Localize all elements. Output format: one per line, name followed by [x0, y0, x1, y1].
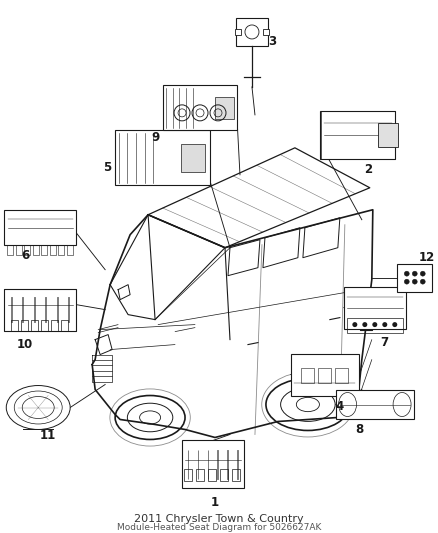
- Bar: [237, 450, 238, 479]
- Bar: [208, 470, 216, 481]
- Circle shape: [420, 279, 425, 284]
- Bar: [4, 289, 76, 330]
- Bar: [22, 297, 23, 322]
- Bar: [4, 289, 76, 330]
- Text: 11: 11: [40, 429, 57, 442]
- Bar: [320, 111, 395, 159]
- Bar: [7, 245, 13, 255]
- Bar: [162, 85, 237, 131]
- Bar: [181, 144, 205, 172]
- Bar: [232, 470, 240, 481]
- Bar: [220, 470, 228, 481]
- Bar: [34, 297, 35, 322]
- Bar: [58, 245, 64, 255]
- Bar: [318, 368, 332, 383]
- Bar: [115, 131, 209, 185]
- Bar: [49, 245, 56, 255]
- Bar: [347, 318, 403, 333]
- Bar: [31, 320, 38, 330]
- Bar: [184, 470, 192, 481]
- Bar: [21, 320, 28, 330]
- Circle shape: [372, 322, 377, 327]
- Text: 2: 2: [364, 163, 372, 176]
- Bar: [217, 450, 218, 479]
- Bar: [57, 297, 58, 322]
- Bar: [236, 18, 268, 46]
- Bar: [33, 245, 39, 255]
- Bar: [16, 245, 22, 255]
- Circle shape: [412, 271, 417, 276]
- Text: 5: 5: [103, 161, 111, 174]
- Bar: [215, 96, 234, 119]
- Bar: [227, 450, 228, 479]
- Text: 4: 4: [336, 400, 344, 413]
- Bar: [291, 353, 359, 395]
- Ellipse shape: [6, 385, 70, 430]
- Bar: [335, 368, 348, 383]
- Text: 8: 8: [356, 423, 364, 436]
- Bar: [344, 287, 406, 329]
- Bar: [68, 297, 69, 322]
- Circle shape: [412, 279, 417, 284]
- Bar: [61, 320, 68, 330]
- Bar: [301, 368, 314, 383]
- Text: 3: 3: [268, 36, 276, 49]
- Bar: [397, 264, 432, 292]
- Bar: [67, 245, 73, 255]
- Circle shape: [420, 271, 425, 276]
- Bar: [336, 390, 414, 419]
- Bar: [196, 470, 204, 481]
- Text: 10: 10: [17, 338, 33, 351]
- Circle shape: [362, 322, 367, 327]
- Bar: [378, 123, 398, 147]
- Text: 6: 6: [21, 249, 29, 262]
- Bar: [41, 245, 47, 255]
- Bar: [24, 245, 30, 255]
- Bar: [51, 320, 58, 330]
- Text: 12: 12: [419, 251, 435, 264]
- Circle shape: [352, 322, 357, 327]
- Text: 1: 1: [211, 496, 219, 509]
- Bar: [182, 440, 244, 488]
- Circle shape: [382, 322, 387, 327]
- Text: Module-Heated Seat Diagram for 5026627AK: Module-Heated Seat Diagram for 5026627AK: [117, 523, 321, 532]
- Bar: [4, 210, 76, 245]
- Circle shape: [404, 279, 409, 284]
- Text: 7: 7: [381, 336, 389, 349]
- Circle shape: [404, 271, 409, 276]
- Bar: [11, 297, 12, 322]
- Bar: [41, 320, 48, 330]
- Text: 9: 9: [151, 131, 159, 144]
- Bar: [235, 29, 240, 35]
- Bar: [11, 320, 18, 330]
- Circle shape: [392, 322, 397, 327]
- Bar: [263, 29, 269, 35]
- Text: 2011 Chrysler Town & Country: 2011 Chrysler Town & Country: [134, 514, 304, 524]
